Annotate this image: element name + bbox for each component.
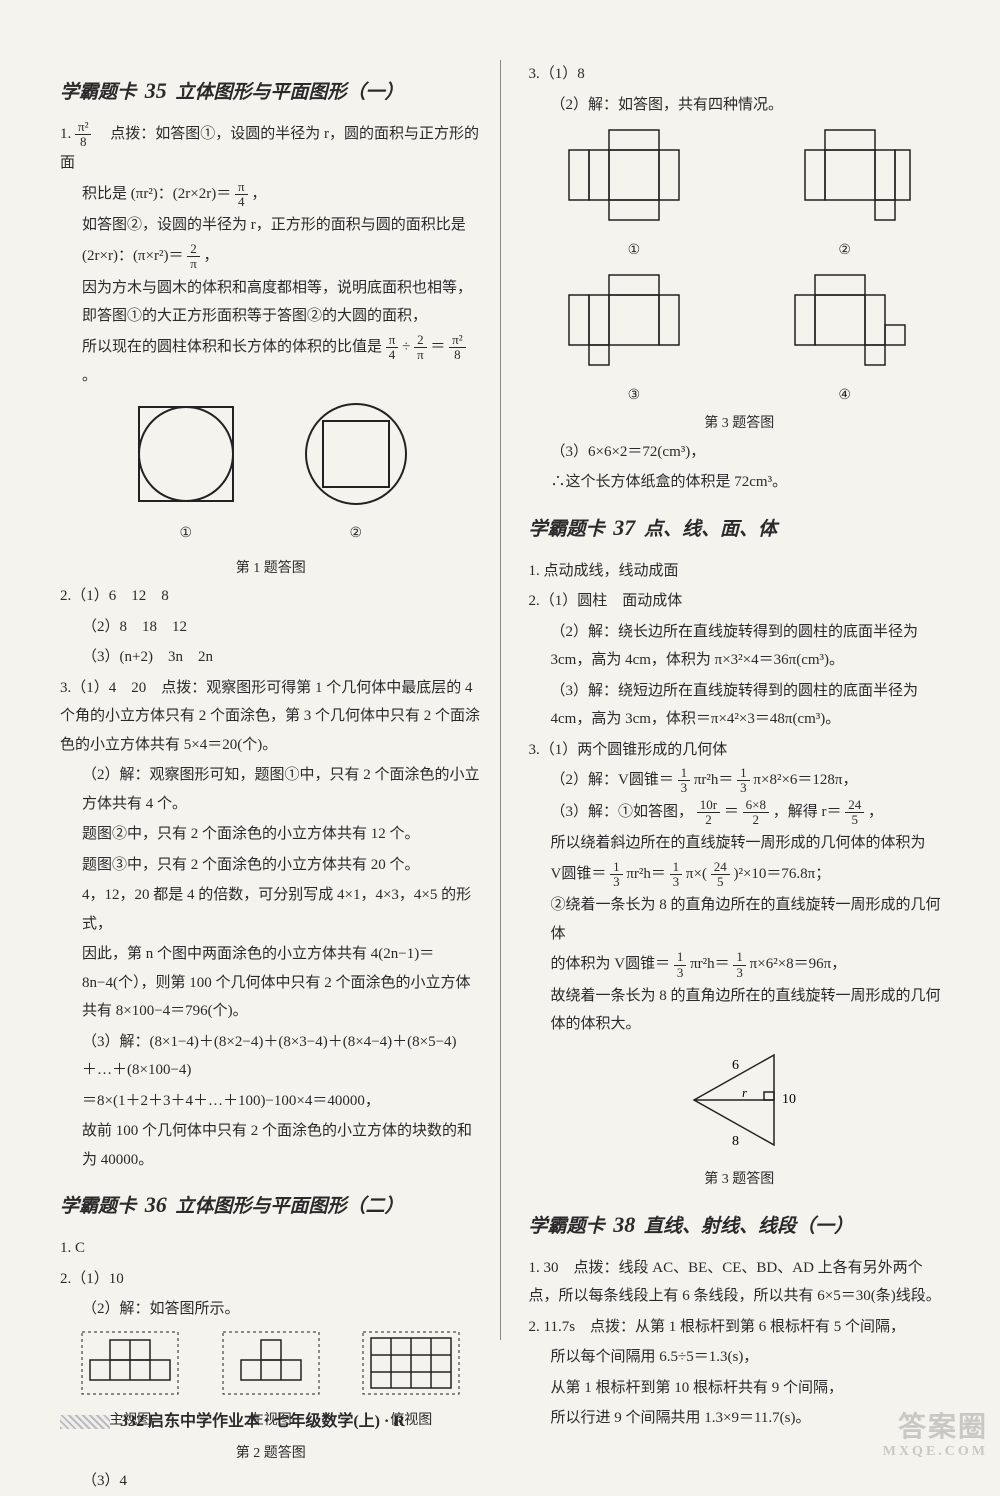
svg-text:8: 8 [732, 1134, 739, 1149]
pre-l3: （3）6×6×2＝72(cm³)， [529, 438, 951, 467]
pre-l1: 3.（1）8 [529, 60, 951, 89]
c36-q1: 1. C [60, 1234, 482, 1263]
page-footer: 332 启东中学作业本 · 七年级数学(上) · R [60, 1407, 405, 1431]
c37-q1: 1. 点动成线，线动成面 [529, 557, 951, 586]
card35-title: 学霸题卡 35 立体图形与平面图形（一） [60, 70, 482, 112]
q1-line6: 所以现在的圆柱体积和长方体的体积的比值是 π4 ÷ 2π ＝ π²8 。 [60, 333, 482, 391]
c37-q2-l1: 2.（1）圆柱 面动成体 [529, 587, 951, 616]
fig-circle-in-square-icon [131, 399, 241, 509]
watermark: 答案圈 MXQE.COM [883, 1413, 988, 1459]
c38-q2-l1: 2. 11.7s 点拨：从第 1 根标杆到第 6 根标杆有 5 个间隔， [529, 1313, 951, 1342]
side-view-icon [221, 1330, 321, 1396]
c37-q3-l1: 3.（1）两个圆锥形成的几何体 [529, 736, 951, 765]
c37-q3-l5: V圆锥＝ 13 πr²h＝ 13 π×( 245 )²×10＝76.8π； [529, 860, 951, 890]
c38-q1: 1. 30 点拨：线段 AC、BE、CE、BD、AD 上各有另外两个点，所以每条… [529, 1254, 951, 1311]
front-view-icon [80, 1330, 180, 1396]
nets-row-2: ③ ④ [529, 270, 951, 409]
c36-q2-l2: （2）解：如答图所示。 [60, 1295, 482, 1324]
q3-l5: 4，12，20 都是 4 的倍数，可分别写成 4×1，4×3，4×5 的形式， [60, 881, 482, 938]
net1-icon [564, 125, 704, 225]
q1-line3: 如答图②，设圆的半径为 r，正方形的面积与圆的面积比是 [60, 211, 482, 240]
c36-q2-l3: （3）4 [60, 1467, 482, 1496]
c37-q3-l2: （2）解：V圆锥＝ 13 πr²h＝ 13 π×8²×6＝128π， [529, 766, 951, 796]
top-view-icon [361, 1330, 461, 1396]
right-column: 3.（1）8 （2）解：如答图，共有四种情况。 ① [521, 60, 951, 1340]
c38-q2-l3: 从第 1 根标杆到第 10 根标杆共有 9 个间隔， [529, 1374, 951, 1403]
c37-q3-l4: 所以绕着斜边所在的直线旋转一周形成的几何体的体积为 [529, 829, 951, 858]
c36-caption: 第 2 题答图 [60, 1441, 482, 1468]
c37-q2-l3: （3）解：绕短边所在直线旋转得到的圆柱的底面半径为 4cm，高为 3cm，体积＝… [529, 677, 951, 734]
q3-l2: （2）解：观察图形可知，题图①中，只有 2 个面涂色的小立方体共有 4 个。 [60, 761, 482, 818]
triangle-icon: 6 8 10 r [664, 1045, 814, 1155]
q2-l2: （2）8 18 12 [60, 613, 482, 642]
svg-text:6: 6 [732, 1058, 739, 1073]
q1-line1: 1. π²8 点拨：如答图①，设圆的半径为 r，圆的面积与正方形的面 [60, 120, 482, 178]
c37-q3-l7: 的体积为 V圆锥＝ 13 πr²h＝ 13 π×6²×8＝96π， [529, 950, 951, 980]
svg-text:10: 10 [782, 1092, 796, 1107]
q3-l4: 题图③中，只有 2 个面涂色的小立方体共有 20 个。 [60, 851, 482, 880]
q1-line4: (2r×r)：(π×r²)＝ 2π ， [60, 242, 482, 272]
footer-pattern-icon [60, 1415, 110, 1429]
q2-l1: 2.（1）6 12 8 [60, 582, 482, 611]
q1-line5: 因为方木与圆木的体积和高度都相等，说明底面积也相等，即答图①的大正方形面积等于答… [60, 274, 482, 331]
c36-q2-l1: 2.（1）10 [60, 1265, 482, 1294]
q3-l9: 故前 100 个几何体中只有 2 个面涂色的小立方体的块数的和为 40000。 [60, 1117, 482, 1174]
c37-q3-l6: ②绕着一条长为 8 的直角边所在的直线旋转一周形成的几何体 [529, 891, 951, 948]
net3-icon [564, 270, 704, 370]
card36-title: 学霸题卡 36 立体图形与平面图形（二） [60, 1184, 482, 1226]
fig-square-in-circle-icon [301, 399, 411, 509]
c37-q3-l8: 故绕着一条长为 8 的直角边所在的直线旋转一周形成的几何体的体积大。 [529, 982, 951, 1039]
net4-icon [775, 270, 915, 370]
q3-l1: 3.（1）4 20 点拨：观察图形可得第 1 个几何体中最底层的 4 个角的小立… [60, 674, 482, 760]
q3-l6: 因此，第 n 个图中两面涂色的小立方体共有 4(2n−1)＝8n−4(个），则第… [60, 940, 482, 1026]
c37-q3-l3: （3）解：①如答图， 10r2 ＝ 6×82 ，解得 r＝ 245 ， [529, 798, 951, 828]
pre-l2: （2）解：如答图，共有四种情况。 [529, 91, 951, 120]
q1-caption: 第 1 题答图 [60, 556, 482, 583]
q1-figures: ① ② [60, 399, 482, 548]
net2-icon [775, 125, 915, 225]
q1-line2: 积比是 (πr²)：(2r×2r)＝ π4 ， [60, 180, 482, 210]
triangle-figure: 6 8 10 r 第 3 题答图 [529, 1045, 951, 1194]
q3-l8: ＝8×(1＋2＋3＋4＋…＋100)−100×4＝40000， [60, 1087, 482, 1116]
pre-caption: 第 3 题答图 [529, 411, 951, 438]
c38-q2-l2: 所以每个间隔用 6.5÷5＝1.3(s)， [529, 1343, 951, 1372]
q3-l7: （3）解：(8×1−4)＋(8×2−4)＋(8×3−4)＋(8×4−4)＋(8×… [60, 1028, 482, 1085]
nets-row-1: ① ② [529, 125, 951, 264]
card38-title: 学霸题卡 38 直线、射线、线段（一） [529, 1204, 951, 1246]
svg-text:r: r [742, 1085, 748, 1100]
c37-q2-l2: （2）解：绕长边所在直线旋转得到的圆柱的底面半径为 3cm，高为 4cm，体积为… [529, 618, 951, 675]
left-column: 学霸题卡 35 立体图形与平面图形（一） 1. π²8 点拨：如答图①，设圆的半… [60, 60, 501, 1340]
q2-l3: （3）(n+2) 3n 2n [60, 643, 482, 672]
card37-title: 学霸题卡 37 点、线、面、体 [529, 507, 951, 549]
q3-l3: 题图②中，只有 2 个面涂色的小立方体共有 12 个。 [60, 820, 482, 849]
pre-l4: ∴这个长方体纸盒的体积是 72cm³。 [529, 468, 951, 497]
